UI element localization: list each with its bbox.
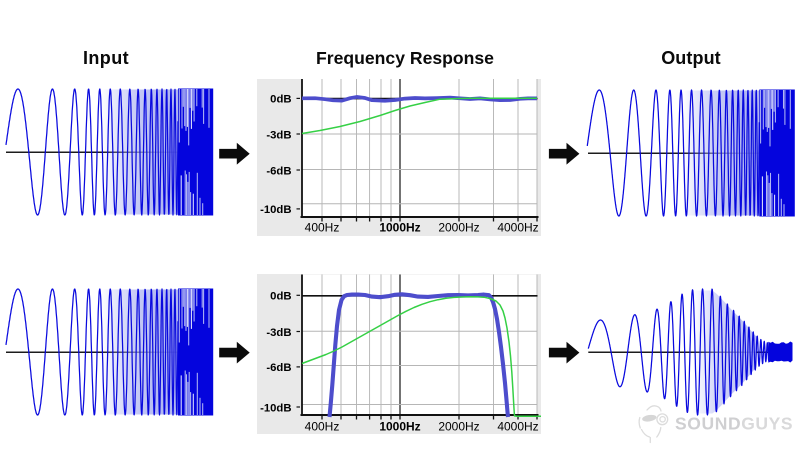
svg-text:4000Hz: 4000Hz (497, 221, 538, 235)
svg-text:0dB: 0dB (270, 291, 291, 303)
svg-text:Input: Input (83, 48, 129, 68)
svg-text:-10dB: -10dB (260, 204, 291, 216)
svg-text:-3dB: -3dB (266, 129, 291, 141)
svg-text:4000Hz: 4000Hz (497, 420, 538, 434)
svg-text:400Hz: 400Hz (305, 420, 340, 434)
svg-text:-10dB: -10dB (260, 402, 291, 414)
svg-text:-6dB: -6dB (266, 362, 291, 374)
svg-text:2000Hz: 2000Hz (438, 420, 479, 434)
svg-text:1000Hz: 1000Hz (379, 221, 420, 235)
svg-text:1000Hz: 1000Hz (379, 420, 420, 434)
svg-text:-6dB: -6dB (266, 165, 291, 177)
svg-text:400Hz: 400Hz (305, 221, 340, 235)
svg-text:2000Hz: 2000Hz (438, 221, 479, 235)
svg-text:SOUNDGUYS: SOUNDGUYS (675, 414, 793, 434)
svg-text:-3dB: -3dB (266, 327, 291, 339)
svg-text:0dB: 0dB (270, 94, 291, 106)
svg-text:Output: Output (661, 48, 721, 68)
svg-text:Frequency Response: Frequency Response (316, 48, 494, 68)
